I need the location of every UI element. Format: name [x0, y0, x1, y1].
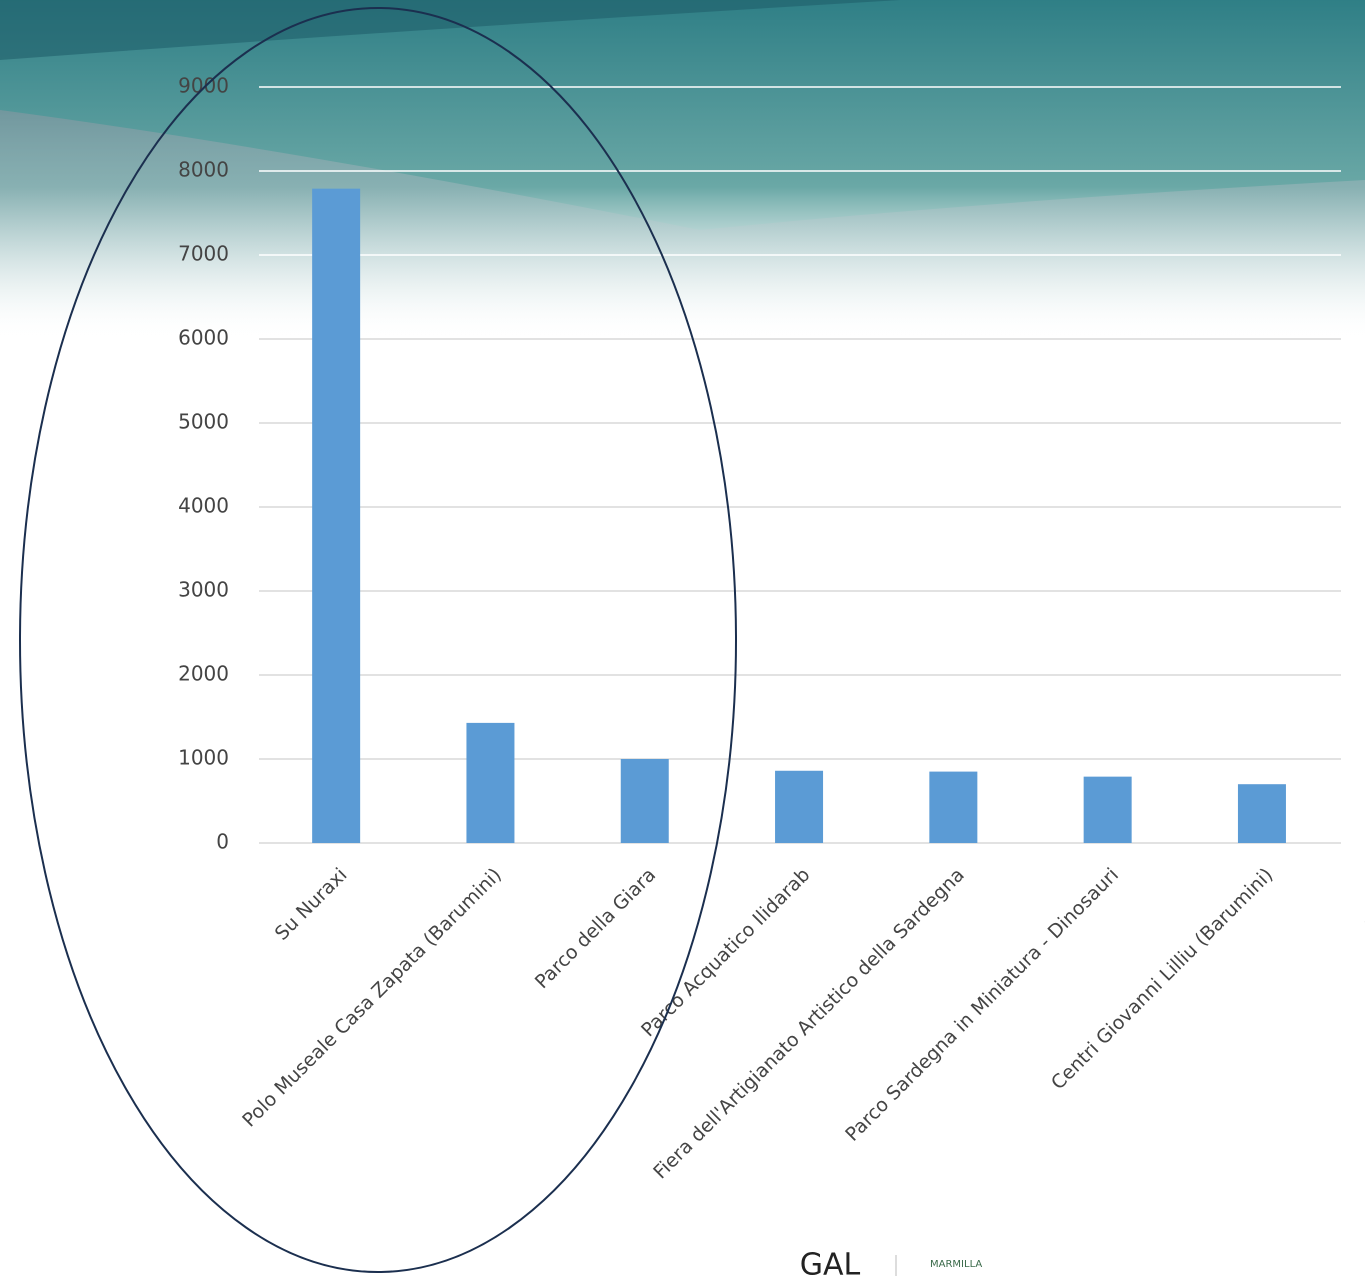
x-tick-label: Parco Sardegna in Miniatura - Dinosauri	[841, 864, 1123, 1146]
y-tick-label: 4000	[178, 494, 229, 518]
footer-partner: MARMILLA	[930, 1259, 982, 1270]
header-band	[0, 0, 900, 60]
x-tick-label: Giardino	[1359, 864, 1365, 936]
x-tick-label: Parco della Giara	[531, 864, 660, 993]
y-tick-label: 5000	[178, 410, 229, 434]
y-tick-label: 6000	[178, 326, 229, 350]
y-tick-label: 1000	[178, 746, 229, 770]
y-tick-label: 0	[216, 830, 229, 854]
y-tick-label: 2000	[178, 662, 229, 686]
y-tick-label: 9000	[178, 74, 229, 98]
bar	[775, 770, 824, 843]
x-tick-label: Fiera dell'Artigianato Artistico della S…	[649, 864, 968, 1183]
bar	[1237, 784, 1286, 843]
bar	[312, 188, 361, 843]
footer-logo: GAL	[800, 1248, 861, 1276]
x-tick-label: Polo Museale Casa Zapata (Barumini)	[238, 864, 506, 1132]
highlight-ellipse	[19, 7, 737, 1273]
bar	[1083, 776, 1132, 843]
x-tick-label: Parco Acquatico Ilidarab	[637, 864, 814, 1041]
bar	[466, 722, 515, 843]
x-tick-label: Su Nuraxi	[271, 864, 352, 945]
y-tick-label: 8000	[178, 158, 229, 182]
y-tick-label: 3000	[178, 578, 229, 602]
bar	[929, 771, 978, 843]
bar	[620, 759, 669, 843]
y-tick-label: 7000	[178, 242, 229, 266]
